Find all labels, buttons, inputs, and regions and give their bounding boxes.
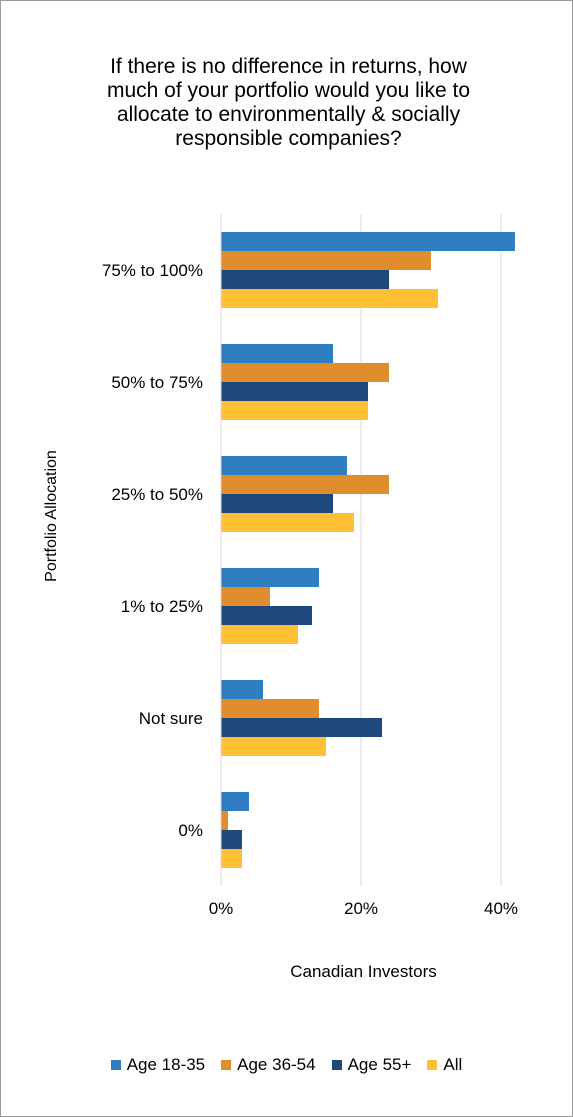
category-label: Not sure bbox=[139, 709, 203, 728]
chart-title-line-4: responsible companies? bbox=[175, 127, 402, 150]
legend-swatch bbox=[427, 1060, 438, 1070]
legend-label: All bbox=[443, 1055, 463, 1074]
chart-title-line-1: If there is no difference in returns, ho… bbox=[110, 55, 467, 78]
bar bbox=[221, 401, 368, 420]
chart-title: If there is no difference in returns, ho… bbox=[41, 55, 536, 151]
category-label: 1% to 25% bbox=[121, 597, 203, 616]
x-axis-label: Canadian Investors bbox=[290, 962, 437, 981]
bar bbox=[221, 344, 333, 363]
x-tick-label: 40% bbox=[484, 899, 518, 918]
legend-item-age-18-35: Age 18-35 bbox=[110, 1055, 206, 1075]
bar bbox=[221, 811, 228, 830]
bar bbox=[221, 363, 389, 382]
bar bbox=[221, 475, 389, 494]
bar bbox=[221, 699, 319, 718]
category-label: 75% to 100% bbox=[102, 261, 203, 280]
bar bbox=[221, 289, 438, 308]
category-label: 25% to 50% bbox=[111, 485, 203, 504]
bar bbox=[221, 270, 389, 289]
bar bbox=[221, 232, 515, 251]
chart-title-line-3: allocate to environmentally & socially bbox=[116, 103, 461, 126]
bar bbox=[221, 587, 270, 606]
bar bbox=[221, 494, 333, 513]
chart-title-line-2: much of your portfolio would you like to bbox=[106, 79, 471, 102]
bar bbox=[221, 382, 368, 401]
x-tick-label: 20% bbox=[344, 899, 378, 918]
category-label: 0% bbox=[178, 821, 203, 840]
legend-label: Age 18-35 bbox=[126, 1055, 206, 1074]
legend-swatch bbox=[331, 1060, 342, 1070]
legend-swatch bbox=[110, 1060, 121, 1070]
legend-item-all: All bbox=[427, 1055, 462, 1075]
legend-label: Age 36-54 bbox=[237, 1055, 316, 1074]
bar bbox=[221, 251, 431, 270]
bar bbox=[221, 680, 263, 699]
bar bbox=[221, 513, 354, 532]
bar bbox=[221, 456, 347, 475]
bar bbox=[221, 625, 298, 644]
bar bbox=[221, 718, 382, 737]
bar bbox=[221, 792, 249, 811]
category-label: 50% to 75% bbox=[111, 373, 203, 392]
bar bbox=[221, 606, 312, 625]
chart-legend: Age 18-35 Age 36-54 Age 55+ All bbox=[0, 1055, 573, 1075]
legend-item-age-55-plus: Age 55+ bbox=[331, 1055, 412, 1075]
legend-item-age-36-54: Age 36-54 bbox=[221, 1055, 316, 1075]
bar bbox=[221, 830, 242, 849]
bar bbox=[221, 568, 319, 587]
y-axis-label: Portfolio Allocation bbox=[43, 450, 60, 582]
bar bbox=[221, 737, 326, 756]
x-tick-label: 0% bbox=[209, 899, 234, 918]
bar bbox=[221, 849, 242, 868]
legend-swatch bbox=[221, 1060, 232, 1070]
legend-label: Age 55+ bbox=[347, 1055, 412, 1074]
